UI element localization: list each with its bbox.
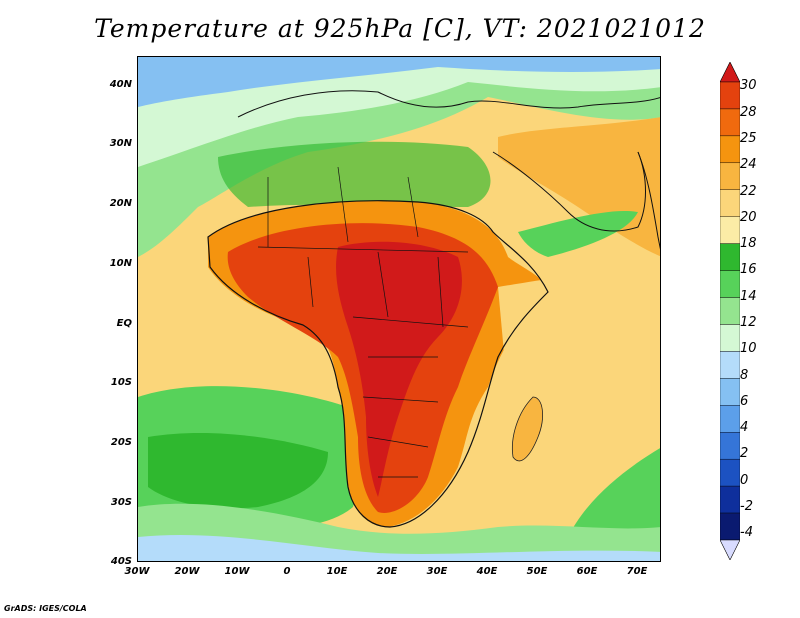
- north-africa-green-region: [218, 141, 491, 207]
- colorbar-segment: [720, 297, 740, 325]
- colorbar-label-2: 2: [740, 446, 749, 461]
- colorbar-segment: [720, 270, 740, 298]
- lon-label-60e: 60E: [576, 566, 598, 577]
- colorbar-segment: [720, 243, 740, 271]
- colorbar-segment: [720, 324, 740, 352]
- colorbar-segment: [720, 162, 740, 190]
- lon-label-40e: 40E: [476, 566, 498, 577]
- lat-label-40s: 40S: [110, 556, 132, 567]
- lat-label-10n: 10N: [109, 258, 132, 269]
- lon-label-0: 0: [283, 566, 291, 577]
- lat-label-20n: 20N: [109, 198, 132, 209]
- africa-coastline: [207, 200, 549, 528]
- lon-label-10w: 10W: [224, 566, 250, 577]
- colorbar-segments: [720, 62, 740, 560]
- colorbar-segment: [720, 81, 740, 110]
- south-atlantic-core: [148, 432, 328, 509]
- lat-label-30s: 30S: [110, 497, 132, 508]
- lon-label-10e: 10E: [326, 566, 348, 577]
- map-frame[interactable]: [137, 56, 661, 562]
- africa-very-hot-core: [336, 241, 462, 497]
- lat-label-40n: 40N: [109, 79, 132, 90]
- colorbar-segment: [720, 512, 740, 541]
- colorbar-segment: [720, 378, 740, 406]
- lat-label-10s: 10S: [110, 377, 132, 388]
- colorbar-label-10: 10: [740, 341, 757, 356]
- country-borders: [257, 166, 469, 478]
- lon-label-20w: 20W: [174, 566, 200, 577]
- temperature-map: [138, 57, 660, 561]
- lat-label-20s: 20S: [110, 437, 132, 448]
- southern-ocean-cold-band: [138, 534, 660, 561]
- colorbar-label-16: 16: [740, 262, 757, 277]
- colorbar-segment: [720, 108, 740, 137]
- colorbar-label-22: 22: [740, 184, 757, 199]
- colorbar-segment: [720, 405, 740, 433]
- colorbar-label-20: 20: [740, 210, 757, 225]
- colorbar-label-6: 6: [740, 394, 749, 409]
- colorbar-segment: [720, 135, 740, 164]
- colorbar-label-minus-4: -4: [740, 525, 753, 540]
- colorbar-label-12: 12: [740, 315, 757, 330]
- colorbar-segment: [720, 485, 740, 514]
- madagascar: [512, 396, 543, 462]
- colorbar-segment: [720, 432, 740, 460]
- colorbar-label-18: 18: [740, 236, 757, 251]
- lon-label-30w: 30W: [124, 566, 150, 577]
- colorbar-label-8: 8: [740, 368, 749, 383]
- colorbar-label-4: 4: [740, 420, 749, 435]
- colorbar-label-24: 24: [740, 157, 757, 172]
- colorbar-segment: [720, 189, 740, 217]
- colorbar-label-28: 28: [740, 105, 757, 120]
- north-blue-band: [138, 57, 660, 107]
- lon-label-50e: 50E: [526, 566, 548, 577]
- colorbar-label-30: 30: [740, 78, 757, 93]
- map-title: Temperature at 925hPa [C], VT: 202102101…: [94, 14, 706, 43]
- lon-label-70e: 70E: [626, 566, 648, 577]
- lat-label-30n: 30N: [109, 138, 132, 149]
- credit-text: GrADS: IGES/COLA: [4, 604, 87, 613]
- india-coastline: [637, 151, 660, 250]
- lon-label-30e: 30E: [426, 566, 448, 577]
- indian-ocean-region: [498, 272, 660, 402]
- horn-africa-cool-patch: [518, 211, 638, 257]
- colorbar-segment: [720, 458, 740, 487]
- colorbar-segment: [720, 216, 740, 244]
- colorbar-segment: [720, 351, 740, 379]
- eurasia-coastline: [237, 90, 660, 118]
- lon-label-20e: 20E: [376, 566, 398, 577]
- lat-label-eq: EQ: [116, 318, 132, 329]
- colorbar-label-25: 25: [740, 131, 757, 146]
- colorbar-label-0: 0: [740, 473, 749, 488]
- colorbar: [720, 62, 740, 560]
- colorbar-label-minus-2: -2: [740, 499, 753, 514]
- colorbar-top-arrow: [720, 62, 740, 83]
- arabian-peninsula-coastline: [492, 151, 646, 232]
- colorbar-bottom-arrow: [720, 539, 740, 560]
- colorbar-label-14: 14: [740, 289, 757, 304]
